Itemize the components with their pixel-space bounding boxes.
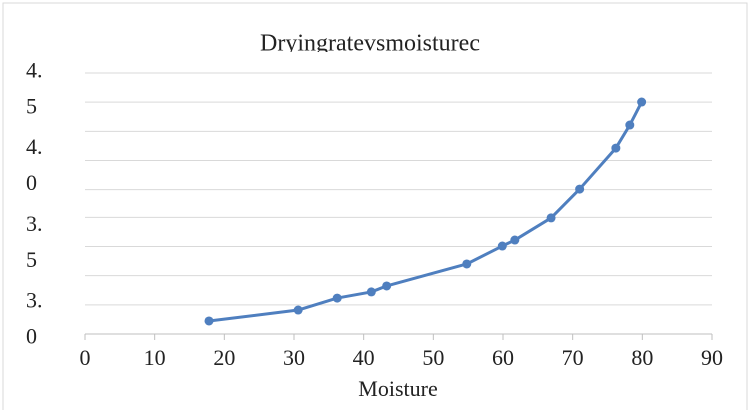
x-label-group: Moisture: [358, 376, 437, 401]
point: [204, 316, 214, 326]
x-tick-label: 90: [701, 345, 723, 370]
x-tick-label: 20: [213, 345, 235, 370]
title-group: Dryingratevsmoisturec: [260, 31, 480, 57]
point: [332, 293, 342, 303]
point: [366, 287, 376, 297]
point: [611, 143, 621, 153]
y-tick-label: 4.: [26, 57, 43, 82]
point: [637, 97, 647, 107]
point: [462, 259, 472, 269]
chart-title: Dryingratevsmoisturec: [260, 31, 480, 57]
point: [575, 184, 585, 194]
point: [497, 241, 507, 251]
point: [510, 235, 520, 245]
y-tick-label: 0: [26, 170, 37, 195]
x-tick-label: 50: [422, 345, 444, 370]
y-tick-label: 3.: [26, 211, 43, 236]
x-tick-label: 80: [631, 345, 653, 370]
line-series: [208, 101, 643, 323]
x-tick-label: 30: [283, 345, 305, 370]
x-tick-label: 40: [353, 345, 375, 370]
y-tick-label: 4.: [26, 134, 43, 159]
x-tick-label: 60: [492, 345, 514, 370]
y-tick-label: 0: [26, 324, 37, 349]
point: [625, 120, 635, 130]
y-tick-label: 5: [26, 93, 37, 118]
y-tick-label: 3.: [26, 288, 43, 313]
x-axis-label: Moisture: [358, 376, 437, 401]
x-tick-label: 10: [144, 345, 166, 370]
x-tick-label: 0: [80, 345, 91, 370]
point: [546, 213, 556, 223]
y-tick-label: 5: [26, 247, 37, 272]
x-tick-label: 70: [562, 345, 584, 370]
point: [293, 305, 303, 315]
point: [382, 281, 392, 291]
